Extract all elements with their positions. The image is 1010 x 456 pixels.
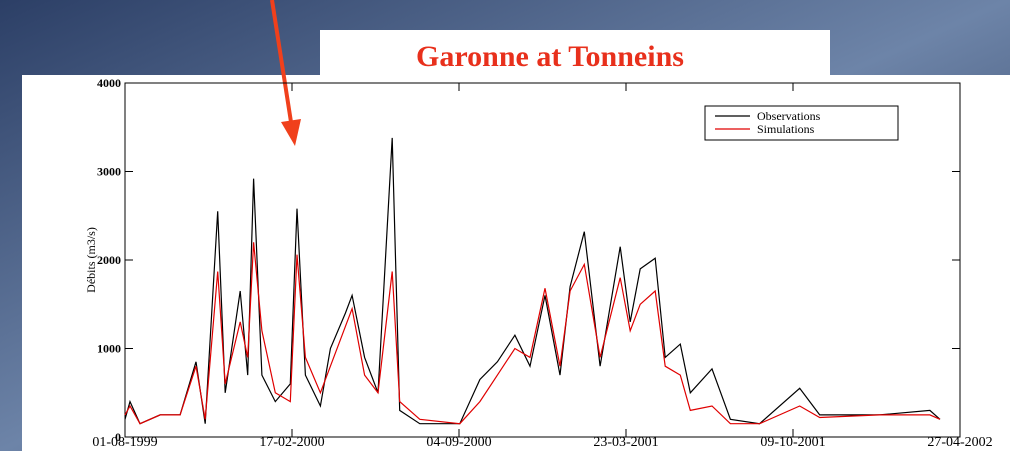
slide: Garonne at Tonneins Débits (m3/s) 010002… <box>0 0 1010 451</box>
legend-label: Observations <box>757 109 821 123</box>
x-tick-label: 23-03-2001 <box>593 435 658 450</box>
x-tick-label: 27-04-2002 <box>927 435 992 450</box>
x-tick-label: 09-10-2001 <box>760 435 825 450</box>
y-tick-label: 4000 <box>97 76 121 90</box>
x-tick-label: 04-09-2000 <box>426 435 491 450</box>
x-tick-label: 01-08-1999 <box>92 435 157 450</box>
x-tick-label: 17-02-2000 <box>259 435 324 450</box>
y-tick-label: 3000 <box>97 165 121 179</box>
y-tick-label: 1000 <box>97 342 121 356</box>
chart-title: Garonne at Tonneins <box>416 40 684 73</box>
y-axis-label: Débits (m3/s) <box>84 227 98 293</box>
y-tick-label: 2000 <box>97 253 121 267</box>
legend-label: Simulations <box>757 122 815 136</box>
